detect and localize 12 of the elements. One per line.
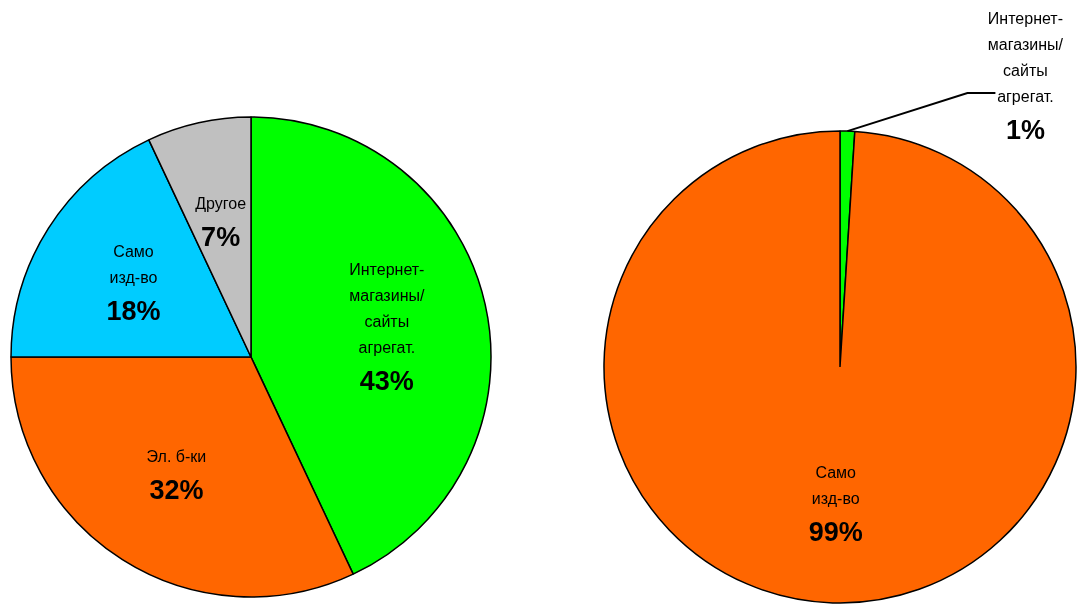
- data-label: 43%: [359, 366, 414, 397]
- slice-label: Эл. б-ки: [146, 447, 207, 465]
- data-label: 1%: [1005, 115, 1045, 146]
- slice-label: Само изд-во: [811, 464, 860, 508]
- slice-label: Другое: [195, 194, 247, 212]
- slice-label: Само изд-во: [109, 242, 158, 286]
- data-label: 32%: [149, 474, 204, 505]
- slice-label: Интернет- магазины/ сайты агрегат.: [987, 10, 1064, 106]
- data-label: 18%: [106, 295, 161, 326]
- slice-label: Интернет- магазины/ сайты агрегат.: [349, 261, 425, 357]
- data-label: 99%: [808, 517, 863, 548]
- data-label: 7%: [201, 221, 241, 252]
